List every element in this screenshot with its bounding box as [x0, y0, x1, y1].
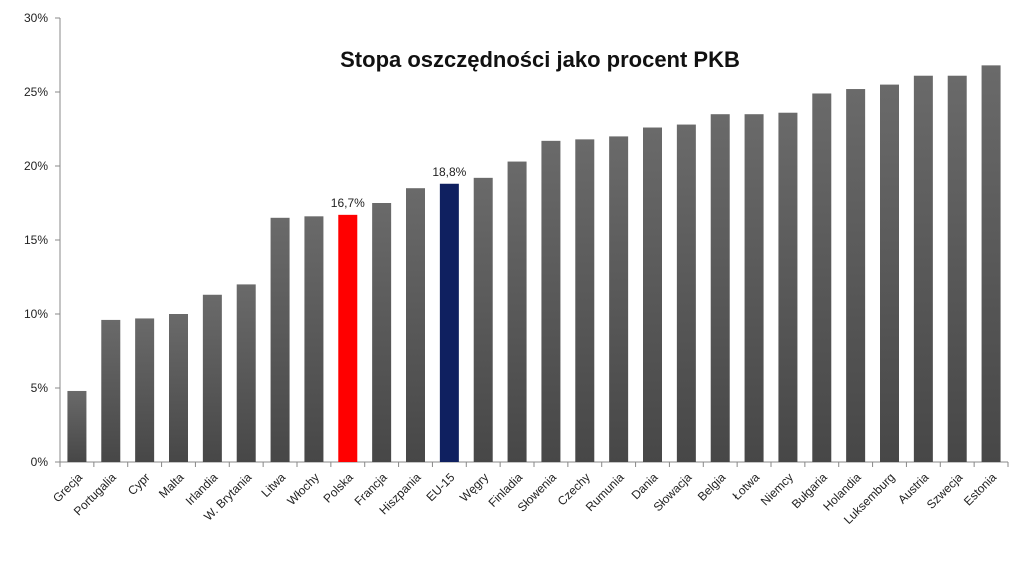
bar-luksemburg: [880, 84, 899, 462]
y-tick-label: 5%: [31, 381, 49, 395]
bar-słowenia: [541, 140, 561, 462]
bar-austria: [913, 75, 933, 462]
bar-szwecja: [947, 75, 967, 462]
bar-malta: [169, 314, 188, 462]
bar-irlandia: [202, 294, 222, 462]
bar-estonia: [981, 65, 1001, 463]
bar-polska: [338, 214, 358, 462]
y-tick-label: 30%: [24, 11, 48, 25]
category-label: Słowacja: [651, 470, 695, 514]
bar-hiszpania: [406, 188, 425, 462]
bar-w-brytania: [236, 284, 256, 462]
bar-czechy: [575, 139, 595, 463]
bar-węgry: [473, 177, 493, 462]
data-label: 16,7%: [331, 196, 365, 210]
y-tick-label: 0%: [31, 455, 49, 469]
category-label: Litwa: [258, 470, 288, 500]
category-label: Rumunia: [583, 470, 627, 514]
bar-dania: [643, 127, 662, 463]
y-tick-label: 25%: [24, 85, 48, 99]
category-label: EU-15: [424, 470, 458, 504]
bar-rumunia: [609, 136, 629, 462]
category-label: Malta: [156, 470, 187, 501]
bar-francja: [372, 203, 392, 462]
category-label: Belgia: [695, 470, 729, 504]
data-label: 18,8%: [432, 165, 466, 179]
bar-niemcy: [778, 112, 798, 462]
y-tick-label: 20%: [24, 159, 48, 173]
bar-litwa: [270, 217, 290, 462]
bar-holandia: [846, 89, 866, 462]
bar-bułgaria: [812, 93, 832, 462]
chart-title: Stopa oszczędności jako procent PKB: [340, 47, 740, 72]
bar-grecja: [67, 390, 87, 462]
bar-cypr: [135, 318, 155, 462]
category-label: Włochy: [284, 470, 322, 508]
category-label: Polska: [321, 470, 357, 506]
bar-finladia: [507, 161, 527, 462]
bar-portugalia: [101, 319, 121, 462]
category-label: Szwecja: [924, 470, 966, 512]
y-tick-label: 10%: [24, 307, 48, 321]
bar-włochy: [304, 216, 324, 462]
category-label: Cypr: [125, 470, 153, 498]
category-label: Estonia: [961, 470, 999, 508]
y-tick-label: 15%: [24, 233, 48, 247]
bar-słowacja: [676, 124, 696, 462]
bar-eu-15: [439, 183, 459, 462]
bar-belgia: [710, 114, 730, 462]
bar-łotwa: [744, 114, 764, 462]
